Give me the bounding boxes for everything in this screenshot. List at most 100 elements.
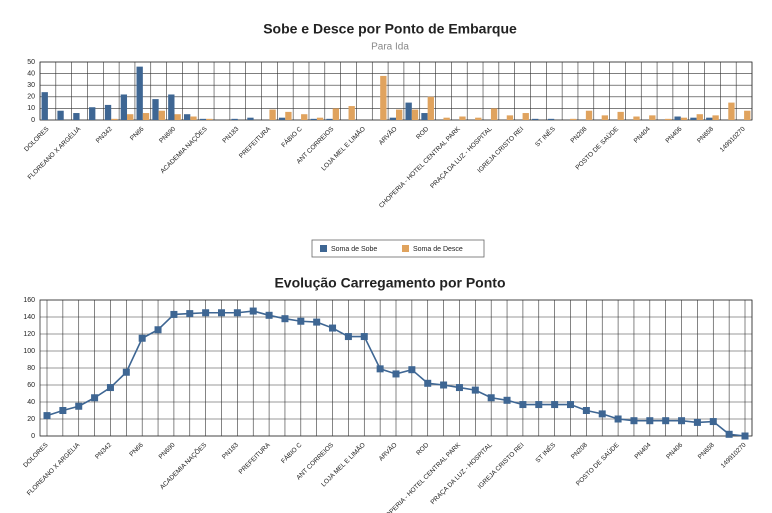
marker [662, 417, 670, 425]
bar [427, 96, 434, 120]
bar [744, 110, 751, 120]
bar [332, 108, 340, 120]
x-tick-label: PN658 [697, 441, 716, 460]
bar [168, 94, 175, 120]
marker [297, 317, 305, 325]
bar [680, 117, 688, 120]
x-tick-label: DOLORES [23, 125, 51, 153]
bar [570, 118, 577, 120]
x-tick-label: DOLORES [22, 441, 50, 469]
x-tick-label: PN404 [633, 125, 652, 144]
marker [233, 309, 241, 317]
bar [142, 113, 150, 120]
y-tick-label: 20 [27, 94, 35, 101]
y-tick-label: 40 [27, 399, 35, 406]
bar [104, 104, 112, 120]
marker [106, 384, 114, 392]
marker [392, 370, 400, 378]
marker [678, 417, 686, 425]
bar [57, 110, 64, 120]
x-tick-label: PN183 [221, 441, 240, 460]
chart-subtitle: Para Ida [371, 42, 409, 53]
x-tick-label: ST INÊS [533, 440, 558, 465]
x-tick-label: PN208 [570, 441, 589, 460]
bar [278, 117, 286, 120]
bar [183, 114, 191, 120]
x-tick-label: PN404 [633, 441, 652, 460]
marker [154, 326, 162, 334]
bar [490, 108, 498, 120]
chart-title: Evolução Carregamento por Ponto [274, 275, 505, 291]
marker [91, 394, 99, 402]
x-tick-label: PN66 [128, 441, 145, 458]
bar [405, 102, 412, 120]
x-tick-label: ROD [415, 125, 430, 140]
bar [136, 66, 143, 120]
bar [443, 117, 450, 120]
legend-box [311, 239, 485, 258]
y-tick-label: 60 [27, 382, 35, 389]
plot-frame [39, 299, 753, 437]
x-tick-label: PN66 [129, 125, 146, 142]
marker [630, 417, 638, 425]
x-tick-label: ROD [415, 441, 430, 456]
marker [741, 432, 749, 440]
bar [120, 94, 128, 120]
marker [43, 412, 51, 420]
y-tick-label: 80 [27, 365, 35, 372]
marker [440, 381, 448, 389]
bar [41, 92, 48, 120]
bar [127, 114, 134, 120]
bar [316, 117, 324, 120]
x-tick-label: PN406 [665, 441, 684, 460]
bar [585, 110, 593, 120]
bar [522, 113, 529, 120]
legend-swatch [402, 245, 409, 252]
y-tick-label: 140 [23, 314, 35, 321]
marker [614, 415, 622, 423]
marker [344, 333, 352, 341]
bar [326, 118, 333, 120]
y-tick-label: 0 [31, 117, 35, 124]
marker [138, 334, 146, 342]
marker [75, 402, 83, 410]
marker [376, 365, 384, 373]
bar [73, 113, 80, 120]
bar [380, 75, 387, 120]
marker [122, 368, 130, 376]
x-tick-label: PRAÇA DA LUZ - HOSPITAL [429, 441, 494, 506]
x-tick-label: FÁBIO C [279, 440, 304, 465]
bar [285, 111, 292, 120]
x-tick-label: PN690 [158, 441, 177, 460]
bar [649, 115, 656, 120]
marker [218, 309, 225, 317]
marker [646, 417, 654, 425]
marker [281, 315, 289, 323]
bar [712, 115, 719, 120]
bar [547, 118, 555, 120]
bar [152, 99, 159, 120]
bar [389, 117, 396, 120]
bar [199, 118, 207, 120]
marker [551, 401, 559, 409]
bar [633, 116, 640, 120]
marker [424, 379, 432, 387]
bar [411, 109, 419, 120]
y-tick-label: 10 [27, 105, 35, 112]
marker [725, 430, 733, 438]
bar [269, 109, 276, 120]
x-tick-label: 149910270 [720, 441, 748, 469]
marker [567, 401, 574, 409]
bar [601, 115, 609, 120]
bar [111, 118, 118, 120]
legend-label: Soma de Sobe [331, 246, 377, 253]
x-tick-label: PN658 [696, 125, 715, 144]
bar [310, 118, 317, 120]
bar [664, 118, 672, 120]
bar [348, 106, 355, 120]
marker [59, 407, 67, 414]
marker [186, 310, 194, 318]
bar [690, 117, 697, 120]
marker [598, 410, 606, 418]
x-tick-label: PN208 [569, 125, 588, 144]
